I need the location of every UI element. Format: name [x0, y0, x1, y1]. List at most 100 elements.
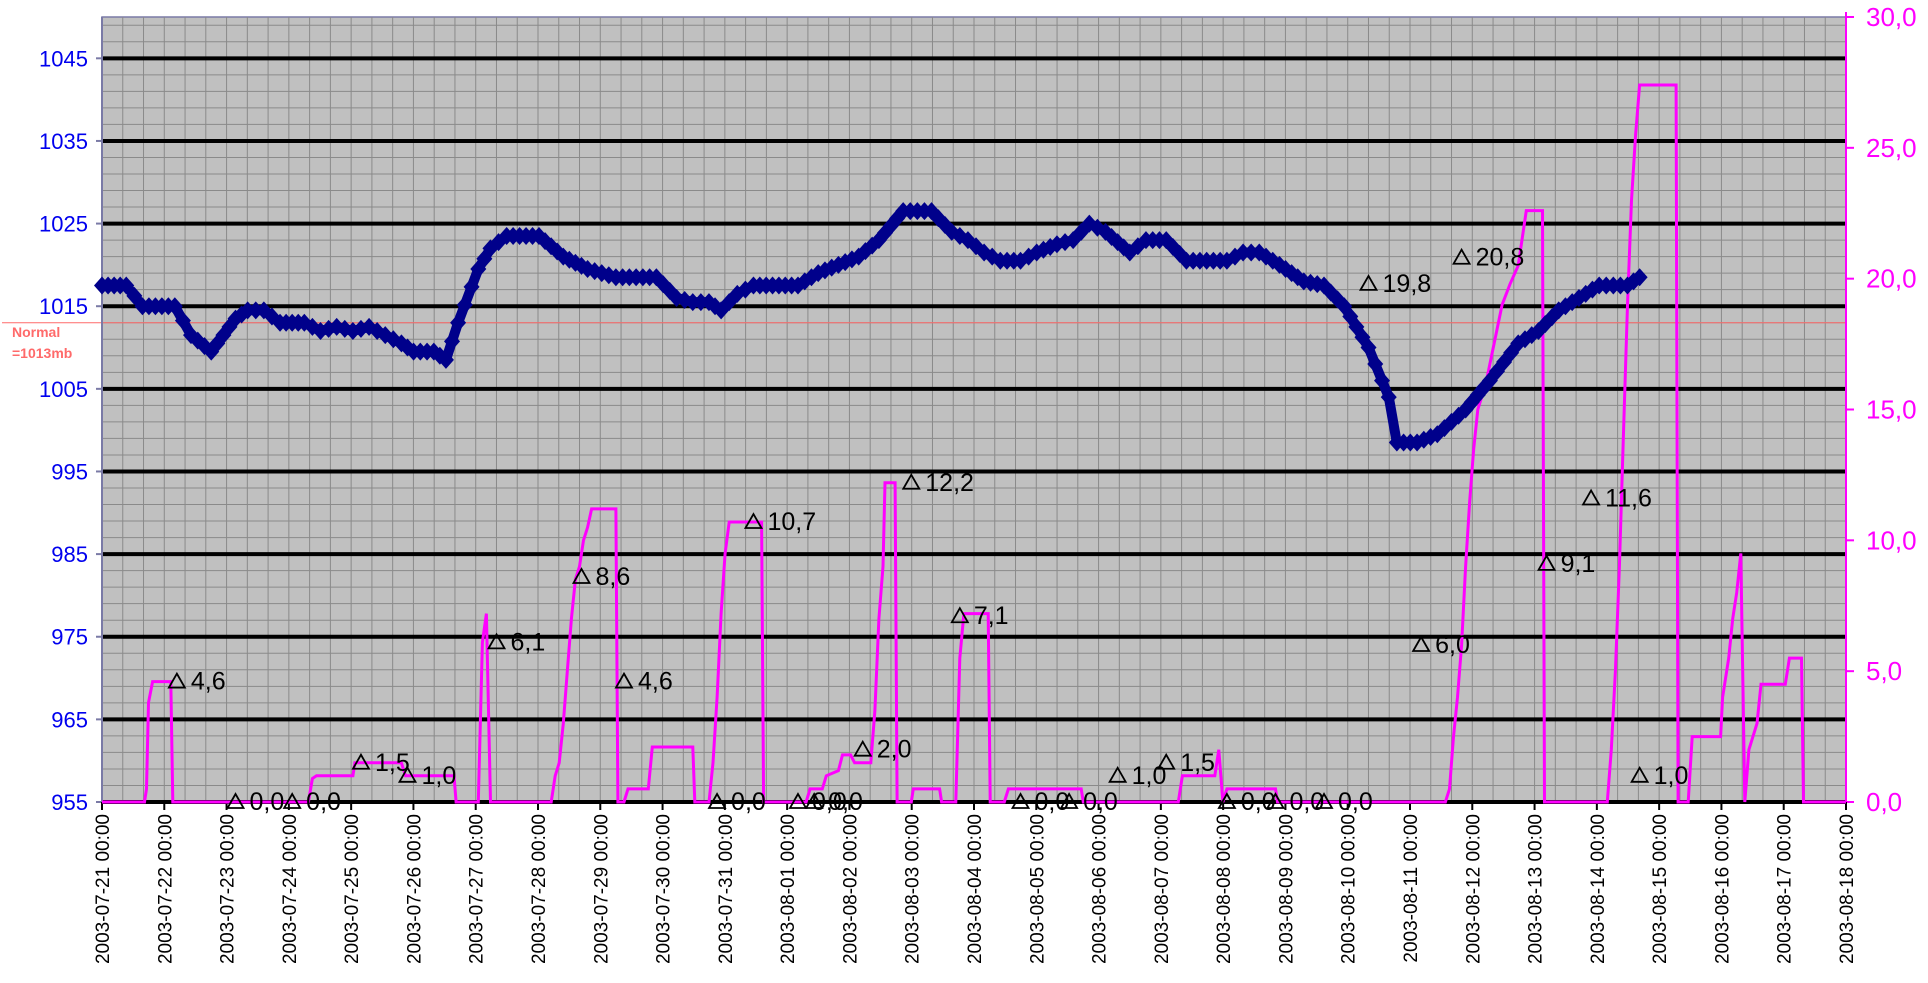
left-tick-label: 975: [51, 625, 88, 650]
axes: 955 965 975 985 995 1005 1015 1025 1035 1045 0,0 5,…: [39, 2, 1917, 964]
x-tick-label: 2003-08-11 00:00: [1401, 814, 1422, 963]
data-label: 0,0: [828, 788, 863, 816]
pressure-point: [692, 293, 709, 312]
data-label-marker: [167, 671, 187, 689]
pressure-point: [1367, 355, 1384, 374]
data-label-marker: [901, 472, 921, 490]
data-label-marker: [743, 512, 764, 529]
right-tick-label: 30,0: [1866, 2, 1917, 32]
data-label-marker: [351, 752, 371, 770]
data-label: 0,0: [250, 788, 285, 816]
data-label-marker: [1265, 792, 1286, 809]
x-tick-label: 2003-08-17 00:00: [1775, 814, 1796, 964]
right-tick-label: 5,0: [1866, 656, 1902, 686]
rainfall-line: [102, 83, 1846, 804]
x-tick-label: 2003-08-06 00:00: [1090, 814, 1111, 964]
data-label: 10,7: [767, 508, 816, 536]
normal-label-line2: =1013mb: [12, 345, 72, 361]
x-tick-label: 2003-07-25 00:00: [342, 814, 363, 964]
data-label-marker: [1059, 792, 1079, 809]
data-label-marker: [1010, 792, 1031, 809]
data-label-marker: [853, 739, 873, 757]
left-tick-label: 1025: [39, 212, 88, 237]
pressure-point: [166, 297, 183, 316]
x-tick-label: 2003-08-08 00:00: [1214, 814, 1235, 964]
x-tick-label: 2003-08-01 00:00: [778, 814, 799, 964]
x-tick-label: 2003-08-02 00:00: [840, 814, 861, 964]
left-tick-label: 985: [51, 542, 88, 567]
data-label: 1,0: [1654, 762, 1689, 790]
pressure-point: [239, 301, 256, 320]
data-label-marker: [614, 671, 634, 689]
data-label: 4,6: [638, 668, 673, 696]
x-tick-label: 2003-07-28 00:00: [529, 814, 550, 964]
data-label-marker: [571, 567, 592, 584]
x-tick-label: 2003-07-26 00:00: [404, 814, 425, 964]
left-tick-label: 995: [51, 459, 88, 484]
x-tick-label: 2003-07-23 00:00: [218, 814, 239, 964]
x-tick-label: 2003-08-15 00:00: [1650, 814, 1671, 964]
right-tick-label: 25,0: [1866, 133, 1917, 163]
x-tick-label: 2003-08-16 00:00: [1712, 814, 1733, 964]
right-tick-label: 15,0: [1866, 395, 1917, 425]
x-tick-label: 2003-08-05 00:00: [1027, 814, 1048, 964]
pressure-point: [1631, 268, 1648, 287]
rainfall-series: [102, 83, 1846, 804]
pressure-point: [1226, 247, 1243, 266]
data-label-marker: [788, 792, 808, 809]
data-label: 20,8: [1476, 244, 1525, 272]
data-label: 7,1: [974, 602, 1009, 630]
pressure-point: [437, 350, 454, 369]
pressure-point: [1235, 243, 1252, 262]
pressure-point: [1012, 251, 1029, 270]
right-tick-label: 20,0: [1866, 264, 1917, 294]
x-tick-label: 2003-07-30 00:00: [654, 814, 675, 964]
data-label-marker: [1314, 792, 1334, 809]
left-tick-label: 1035: [39, 129, 88, 154]
x-tick-label: 2003-07-21 00:00: [93, 814, 114, 964]
data-label-marker: [1452, 247, 1472, 265]
data-label-marker: [1630, 766, 1650, 783]
left-tick-label: 955: [51, 790, 88, 815]
data-label: 1,5: [375, 749, 410, 777]
pressure-point: [1115, 238, 1132, 257]
left-tick-label: 1005: [39, 377, 88, 402]
x-tick-label: 2003-07-24 00:00: [280, 814, 301, 964]
pressure-point: [450, 313, 467, 332]
x-tick-label: 2003-08-09 00:00: [1276, 814, 1297, 964]
data-label: 1,0: [1132, 762, 1167, 790]
pressure-point: [463, 277, 480, 296]
x-tick-label: 2003-08-03 00:00: [903, 814, 924, 964]
x-tick-label: 2003-08-13 00:00: [1526, 814, 1547, 964]
data-labels: 4,6 0,0 0,0 1,5 1,0 6,1 8,6 4,6 0,0 10,7 0,0 0,0 2,0…: [167, 244, 1689, 816]
data-label-marker: [1108, 766, 1128, 783]
x-tick-label: 2003-08-18 00:00: [1837, 814, 1858, 964]
left-tick-label: 965: [51, 707, 88, 732]
pressure-point: [126, 286, 143, 305]
x-tick-label: 2003-07-29 00:00: [591, 814, 612, 964]
data-label-marker: [397, 766, 418, 783]
data-label: 2,0: [877, 736, 912, 764]
right-tick-label: 10,0: [1866, 525, 1917, 555]
data-label-marker: [1411, 635, 1431, 652]
right-tick-label: 0,0: [1866, 787, 1902, 817]
data-label: 1,0: [422, 762, 457, 790]
data-label-marker: [486, 632, 507, 650]
x-tick-label: 2003-07-27 00:00: [467, 814, 488, 964]
data-label: 0,0: [1338, 788, 1373, 816]
pressure-point: [247, 301, 264, 320]
pressure-series: [94, 202, 1648, 452]
pressure-point: [456, 295, 473, 314]
x-tick-label: 2003-07-22 00:00: [155, 814, 176, 964]
pressure-point: [1380, 388, 1397, 407]
pressure-point: [1020, 247, 1037, 266]
data-label-marker: [1358, 274, 1379, 291]
data-label: 8,6: [595, 563, 630, 591]
pressure-point: [118, 276, 135, 295]
data-label: 0,0: [1083, 788, 1118, 816]
data-label-marker: [1156, 752, 1176, 770]
x-tick-label: 2003-08-07 00:00: [1152, 814, 1173, 964]
x-tick-label: 2003-08-12 00:00: [1463, 814, 1484, 964]
pressure-point: [850, 247, 867, 266]
